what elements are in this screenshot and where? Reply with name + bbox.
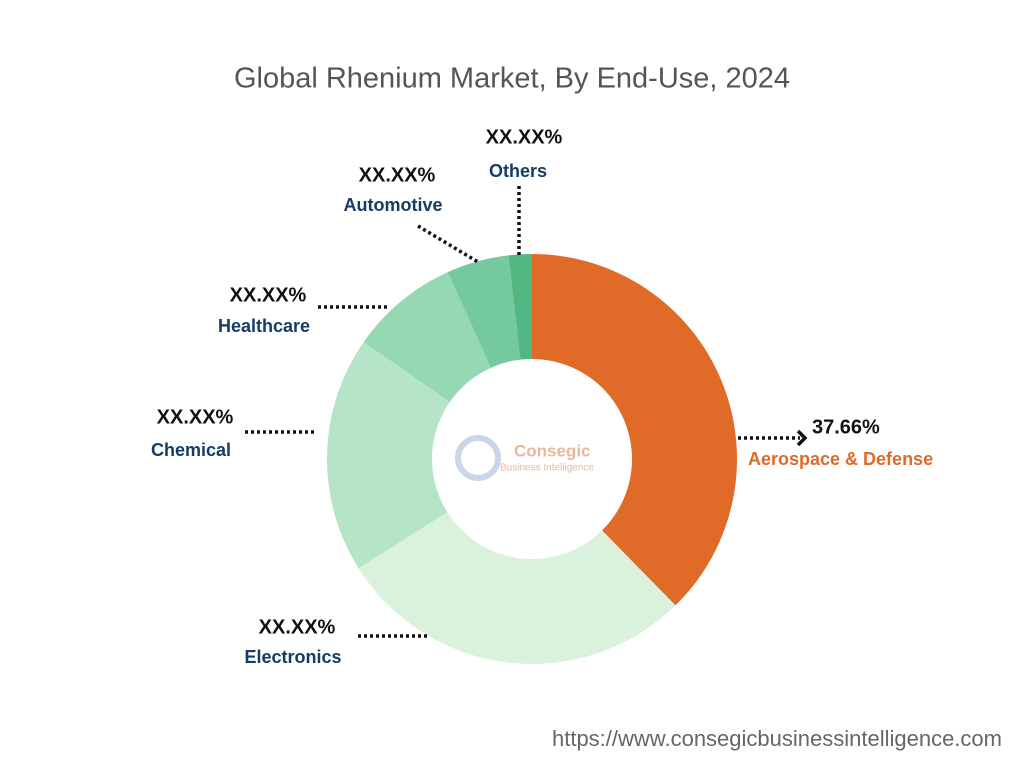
chart-title: Global Rhenium Market, By End-Use, 2024 — [234, 63, 790, 95]
donut — [327, 254, 737, 664]
category-label: Aerospace & Defense — [748, 449, 933, 469]
logo-text: Consegic — [514, 441, 591, 460]
donut-slice — [508, 254, 532, 360]
data-label: XX.XX% — [259, 616, 336, 638]
data-label: 37.66% — [812, 416, 880, 438]
leader-arrow — [796, 429, 808, 447]
category-label: Electronics — [244, 647, 341, 667]
source-url: https://www.consegicbusinessintelligence… — [552, 726, 1002, 751]
data-label: XX.XX% — [157, 406, 234, 428]
logo: Consegic Business Intelligence — [455, 435, 594, 481]
leader-line — [417, 224, 479, 264]
donut-slice — [358, 512, 676, 664]
donut-slice — [327, 342, 450, 569]
donut-slice — [447, 255, 521, 368]
category-label: Healthcare — [218, 316, 310, 336]
donut-slice — [532, 254, 737, 606]
category-label: Automotive — [344, 195, 443, 215]
category-label: Others — [489, 161, 547, 181]
data-label: XX.XX% — [486, 126, 563, 148]
category-label: Chemical — [151, 440, 231, 460]
donut-slice — [363, 272, 491, 402]
logo-icon — [455, 435, 501, 481]
logo-subtext: Business Intelligence — [500, 463, 594, 474]
data-label: XX.XX% — [230, 284, 307, 306]
data-label: XX.XX% — [359, 164, 436, 186]
